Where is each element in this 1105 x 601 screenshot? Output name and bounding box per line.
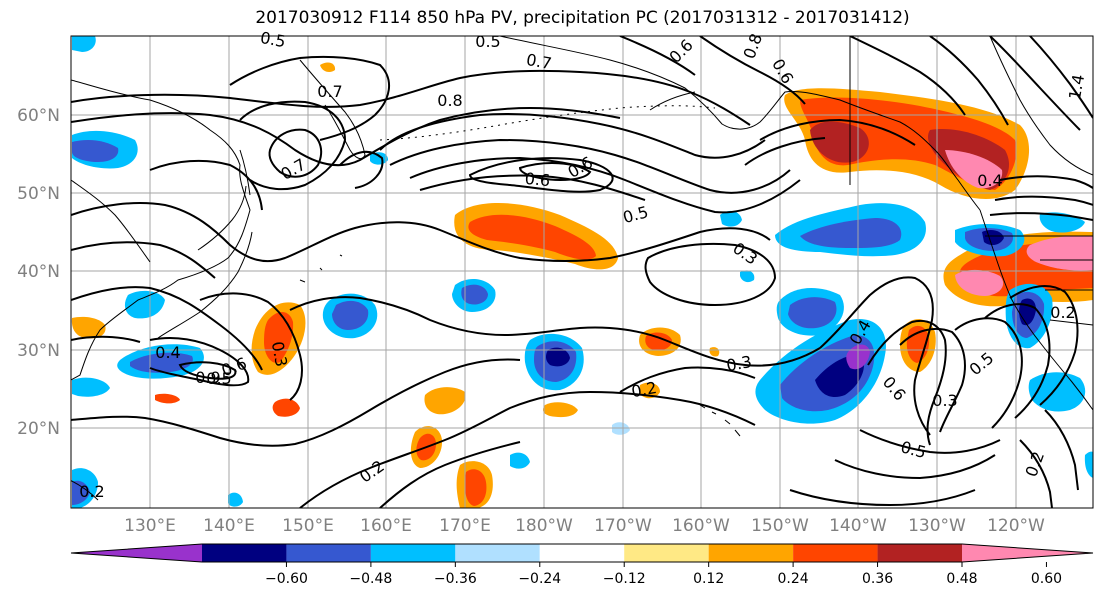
lon-label: 140°W [829,516,887,536]
lon-label: 130°E [124,516,176,536]
contour-label: 0.3 [932,391,957,410]
contour-label: 0.9 [195,368,220,387]
pv-contours [71,36,1093,508]
lat-label: 20°N [17,419,60,439]
precip-shading [71,36,1093,508]
lon-label: 170°E [439,516,491,536]
contour-label: 0.2 [1050,303,1075,322]
colorbar-tick-label: 0.12 [693,571,724,587]
map-frame [70,35,1094,509]
contour-label: 0.7 [525,50,553,73]
colorbar-tick-label: −0.36 [434,571,477,587]
colorbar-tick-label: −0.24 [518,571,561,587]
lon-label: 170°W [594,516,652,536]
contour-label: 0.2 [630,378,658,401]
contour-label: 0.5 [259,28,287,51]
colorbar-tick-label: 0.60 [1031,571,1062,587]
lon-label: 120°W [987,516,1045,536]
colorbar-cell [708,544,794,562]
contour-label: 0.5 [475,32,500,51]
lon-labels: 130°E 140°E 150°E 160°E 170°E 180°W 170°… [124,516,1045,536]
contour-label: 0.6 [524,169,551,190]
colorbar-tick-label: 0.48 [946,571,977,587]
colorbar-outline [70,543,1094,563]
contour-label: 0.4 [977,171,1002,190]
colorbar-cell [286,544,371,562]
colorbar-tick-label: −0.48 [349,571,392,587]
contour-label: 0.3 [725,352,753,375]
contour-label: 0.4 [155,343,180,362]
colorbar-extend-low [71,544,202,562]
contour-label: 0.5 [206,369,231,388]
lat-label: 30°N [17,341,60,361]
colorbar-cell [202,544,287,562]
colorbar-extend-high [962,544,1093,562]
colorbar-cell [877,544,962,562]
lat-label: 40°N [17,262,60,282]
colorbar-cell [624,544,709,562]
contour-label: 1.4 [1065,73,1088,101]
colorbar-cell [455,544,540,562]
colorbar-cell [793,544,878,562]
colorbar-tick-label: 0.36 [862,571,893,587]
colorbar-tick-label: 0.24 [778,571,809,587]
lon-label: 180°W [515,516,573,536]
colorbar-cell [539,544,625,562]
contour-label: 0.7 [317,82,342,101]
colorbar-cell [370,544,456,562]
lon-label: 130°W [908,516,966,536]
contour-label: 0.8 [437,91,462,110]
colorbar-tick-label: −0.60 [265,571,308,587]
contour-label: 0.2 [79,482,104,501]
lon-label: 150°W [751,516,809,536]
lon-label: 160°E [360,516,412,536]
lon-label: 150°E [282,516,334,536]
colorbar: −0.60 −0.48 −0.36 −0.24 −0.12 0.12 0.24 0.36 0.4… [70,543,1094,587]
colorbar-tick-label: −0.12 [603,571,646,587]
map-title: 2017030912 F114 850 hPa PV, precipitatio… [255,8,910,28]
lon-label: 160°W [672,516,730,536]
contour-label: 0.3 [268,340,291,368]
lon-label: 140°E [203,516,255,536]
lat-labels: 60°N 50°N 40°N 30°N 20°N [17,106,60,439]
lat-label: 60°N [17,106,60,126]
coastlines [71,36,1093,501]
lat-label: 50°N [17,184,60,204]
